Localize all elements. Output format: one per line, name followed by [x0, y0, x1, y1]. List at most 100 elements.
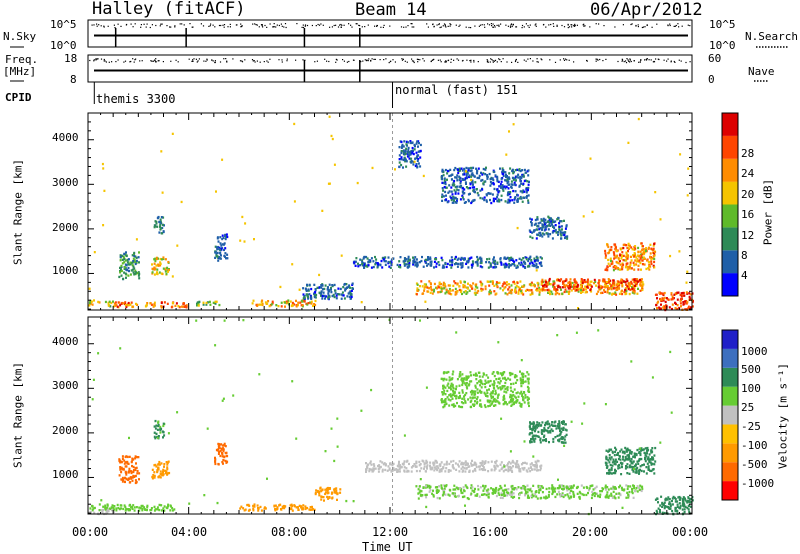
velocity-panel-cell: [451, 385, 454, 388]
power-panel-cell: [160, 272, 163, 275]
nsky-strip-dot: [273, 23, 275, 25]
velocity-panel-cell: [459, 374, 462, 377]
power-panel-cell: [387, 256, 390, 259]
velocity-panel-cell: [367, 463, 370, 466]
power-panel-cell: [641, 263, 644, 266]
power-panel-cell: [458, 185, 461, 188]
velocity-panel-cell: [641, 485, 644, 488]
power-panel-cell: [361, 259, 364, 262]
power-panel-cell: [551, 292, 554, 296]
velocity-panel-cell: [595, 485, 598, 488]
power-panel-cell: [301, 304, 304, 307]
power-panel-cell: [510, 264, 513, 267]
velocity-panel-cell: [219, 454, 222, 458]
velocity-panel-cell: [157, 466, 160, 469]
velocity-panel-cell: [471, 489, 474, 492]
velocity-panel-cell: [162, 422, 165, 425]
velocity-panel-cell: [440, 470, 443, 473]
velocity-panel-cell: [526, 385, 529, 389]
power-panel-cell: [508, 263, 511, 267]
velocity-panel-cell: [527, 373, 530, 376]
velocity-panel-cell: [477, 484, 479, 488]
velocity-panel-cell: [433, 469, 436, 472]
velocity-panel-cell: [529, 441, 532, 444]
velocity-panel-cell: [475, 378, 478, 381]
velocity-panel-cell: [443, 389, 446, 392]
velocity-panel-cell: [516, 399, 519, 402]
power-panel-cell: [277, 305, 280, 308]
power-panel-cell: [542, 217, 545, 220]
velocity-panel-cell: [324, 492, 327, 496]
velocity-panel-cell: [501, 466, 504, 469]
freq-strip-dot: [226, 60, 228, 62]
power-panel-cell: [153, 268, 156, 271]
power-panel-cell: [554, 288, 557, 291]
velocity-panel-cell: [476, 391, 479, 394]
velocity-panel-cell: [132, 465, 135, 469]
velocity-panel-cell: [163, 509, 166, 512]
velocity-panel-cell: [154, 419, 157, 423]
power-panel-cell: [508, 283, 510, 286]
power-panel-cell: [626, 268, 629, 271]
power-panel-cell: [557, 285, 560, 289]
velocity-panel-cell: [531, 493, 534, 496]
freq-strip-dot: [492, 60, 494, 62]
power-panel-cell: [441, 199, 444, 202]
velocity-panel-cell: [559, 486, 562, 489]
power-panel-cell: [488, 261, 491, 264]
power-panel-cell: [541, 278, 544, 281]
velocity-panel-cell: [144, 508, 147, 511]
power-panel-cell: [591, 210, 594, 213]
velocity-panel-cell: [441, 391, 444, 394]
power-panel-cell: [613, 284, 616, 287]
power-panel-cell: [162, 257, 165, 261]
velocity-panel-cell: [475, 465, 478, 469]
velocity-panel-cell: [511, 459, 514, 463]
power-panel-cell: [543, 285, 546, 288]
velocity-panel-cell: [562, 495, 565, 499]
power-panel-cell: [449, 195, 452, 198]
velocity-panel-cell: [606, 495, 609, 499]
power-panel-cell: [621, 251, 624, 254]
nsky-strip-dot: [315, 25, 317, 27]
nsky-strip-dot: [96, 23, 98, 25]
power-panel-cell: [558, 292, 561, 296]
power-panel-cell: [535, 288, 538, 292]
power-panel-cell: [603, 289, 605, 292]
freq-strip-dot: [514, 60, 517, 63]
power-panel-cell: [448, 190, 451, 193]
velocity-panel-cell: [440, 461, 443, 464]
power-panel-cell: [536, 287, 539, 290]
power-panel-cell: [414, 157, 417, 160]
velocity-panel-cell: [160, 504, 163, 507]
velocity-panel-cell: [492, 390, 494, 393]
power-panel-cell: [110, 301, 113, 305]
velocity-panel-cell: [503, 494, 506, 497]
nsky-strip-dot: [491, 25, 493, 27]
xtick-1200: 12:00: [372, 525, 409, 539]
power-panel-cell: [580, 285, 583, 288]
velocity-panel-cell: [487, 380, 490, 383]
velocity-panel-cell: [558, 438, 561, 441]
power-panel-cell: [496, 180, 499, 183]
velocity-panel-cell: [483, 493, 486, 496]
power-panel-cell: [291, 301, 294, 305]
power-panel-cell: [415, 163, 418, 166]
velocity-panel-cell: [425, 485, 427, 488]
nsky-strip-dot: [103, 25, 105, 27]
power-panel-cell: [538, 228, 541, 231]
velocity-panel-cell: [156, 508, 159, 511]
power-panel-cell: [303, 295, 306, 298]
velocity-panel-cell: [437, 490, 440, 494]
power-panel-cell: [580, 289, 582, 292]
velocity-ytick-1000: 1000: [52, 468, 79, 481]
velocity-panel-cell: [150, 507, 153, 510]
power-panel-cell: [634, 259, 637, 262]
power-panel-cell: [496, 193, 499, 196]
power-panel-cell: [670, 298, 673, 301]
power-panel-cell: [626, 279, 629, 283]
power-panel-cell: [536, 228, 539, 231]
power-panel-cell: [488, 284, 491, 287]
velocity-panel-cell: [530, 466, 532, 469]
power-panel-cell: [633, 268, 636, 271]
